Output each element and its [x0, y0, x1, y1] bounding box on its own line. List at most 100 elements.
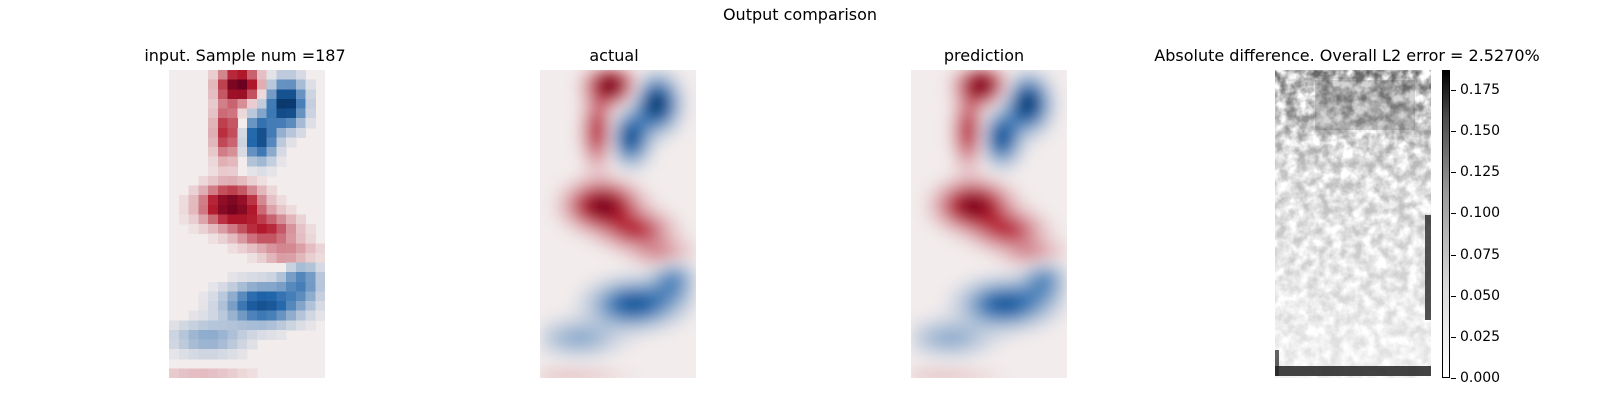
- actual-cell: [664, 282, 669, 287]
- actual-cell: [636, 338, 641, 343]
- actual-cell: [544, 374, 549, 378]
- actual-cell: [640, 122, 645, 127]
- prediction-cell: [1019, 222, 1024, 227]
- actual-cell: [680, 314, 685, 319]
- prediction-cell: [911, 338, 916, 343]
- prediction-cell: [1023, 94, 1028, 99]
- prediction-cell: [1031, 206, 1036, 211]
- actual-cell: [628, 138, 633, 143]
- actual-cell: [592, 150, 597, 155]
- prediction-cell: [1043, 118, 1048, 123]
- actual-cell: [648, 254, 653, 259]
- actual-cell: [640, 322, 645, 327]
- actual-cell: [596, 206, 601, 211]
- actual-cell: [672, 250, 677, 255]
- actual-cell: [664, 94, 669, 99]
- actual-cell: [620, 310, 625, 315]
- input-cell: [188, 320, 199, 331]
- prediction-cell: [967, 166, 972, 171]
- prediction-cell: [947, 214, 952, 219]
- input-cell: [315, 243, 325, 254]
- actual-cell: [604, 274, 609, 279]
- prediction-cell: [943, 214, 948, 219]
- actual-cell: [620, 242, 625, 247]
- prediction-cell: [1007, 154, 1012, 159]
- actual-cell: [620, 162, 625, 167]
- input-cell: [276, 70, 287, 81]
- actual-cell: [568, 198, 573, 203]
- actual-cell: [636, 238, 641, 243]
- actual-cell: [660, 78, 665, 83]
- prediction-cell: [955, 194, 960, 199]
- prediction-cell: [1003, 322, 1008, 327]
- actual-cell: [656, 214, 661, 219]
- prediction-cell: [963, 86, 968, 91]
- prediction-cell: [1015, 278, 1020, 283]
- actual-cell: [648, 110, 653, 115]
- actual-cell: [612, 230, 617, 235]
- prediction-cell: [943, 342, 948, 347]
- prediction-cell: [1043, 314, 1048, 319]
- prediction-cell: [927, 198, 932, 203]
- prediction-cell: [991, 182, 996, 187]
- actual-cell: [644, 302, 649, 307]
- prediction-cell: [1019, 230, 1024, 235]
- prediction-cell: [999, 158, 1004, 163]
- actual-cell: [644, 90, 649, 95]
- prediction-cell: [999, 318, 1004, 323]
- prediction-cell: [983, 206, 988, 211]
- prediction-cell: [1007, 338, 1012, 343]
- actual-cell: [592, 282, 597, 287]
- actual-cell: [584, 182, 589, 187]
- actual-cell: [564, 342, 569, 347]
- actual-cell: [576, 318, 581, 323]
- actual-cell: [668, 134, 673, 139]
- prediction-cell: [1063, 254, 1067, 259]
- actual-cell: [664, 70, 669, 75]
- actual-cell: [624, 318, 629, 323]
- actual-cell: [604, 190, 609, 195]
- actual-cell: [616, 126, 621, 131]
- prediction-cell: [975, 146, 980, 151]
- actual-cell: [584, 306, 589, 311]
- difference-fade: [1275, 70, 1431, 378]
- actual-cell: [576, 174, 581, 179]
- actual-cell: [644, 114, 649, 119]
- actual-cell: [640, 278, 645, 283]
- actual-cell: [600, 74, 605, 79]
- prediction-cell: [983, 226, 988, 231]
- actual-cell: [656, 322, 661, 327]
- actual-cell: [664, 326, 669, 331]
- prediction-cell: [991, 138, 996, 143]
- prediction-cell: [947, 138, 952, 143]
- prediction-cell: [951, 206, 956, 211]
- prediction-cell: [983, 334, 988, 339]
- prediction-cell: [955, 114, 960, 119]
- actual-cell: [568, 334, 573, 339]
- prediction-cell: [1003, 302, 1008, 307]
- prediction-cell: [999, 250, 1004, 255]
- prediction-cell: [951, 134, 956, 139]
- actual-cell: [604, 338, 609, 343]
- actual-cell: [660, 82, 665, 87]
- actual-cell: [604, 178, 609, 183]
- actual-cell: [648, 314, 653, 319]
- actual-cell: [616, 230, 621, 235]
- actual-cell: [668, 222, 673, 227]
- actual-cell: [604, 346, 609, 351]
- prediction-cell: [1003, 106, 1008, 111]
- actual-cell: [636, 206, 641, 211]
- prediction-cell: [1003, 150, 1008, 155]
- input-cell: [237, 70, 248, 81]
- actual-cell: [632, 310, 637, 315]
- prediction-cell: [963, 214, 968, 219]
- actual-cell: [540, 350, 545, 355]
- actual-cell: [636, 162, 641, 167]
- prediction-cell: [955, 142, 960, 147]
- actual-cell: [680, 318, 685, 323]
- prediction-cell: [967, 130, 972, 135]
- actual-cell: [596, 314, 601, 319]
- prediction-cell: [1027, 274, 1032, 279]
- actual-cell: [584, 374, 589, 378]
- prediction-cell: [975, 374, 980, 378]
